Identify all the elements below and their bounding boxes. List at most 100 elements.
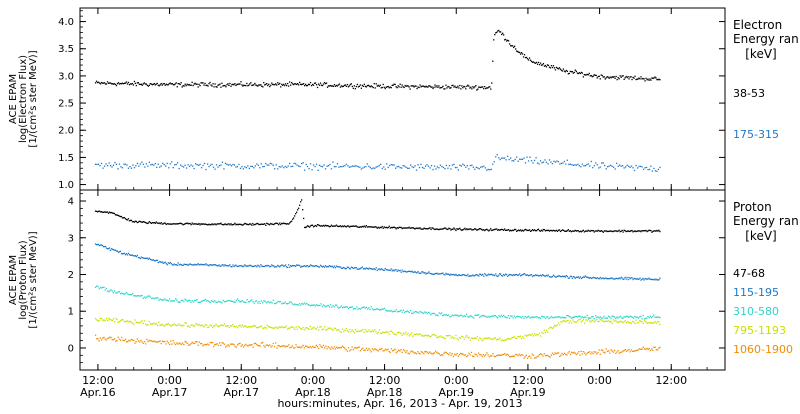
data-point xyxy=(655,316,657,318)
data-point xyxy=(395,352,397,354)
data-point xyxy=(486,228,488,230)
data-point xyxy=(629,230,631,232)
data-point xyxy=(584,230,586,232)
data-point xyxy=(208,300,210,303)
data-point xyxy=(297,304,300,306)
data-point xyxy=(265,302,267,304)
data-point xyxy=(279,82,281,85)
data-point xyxy=(659,166,661,169)
data-point xyxy=(351,346,353,348)
data-point xyxy=(420,86,422,88)
data-point xyxy=(340,267,343,269)
data-point xyxy=(501,33,503,36)
data-point xyxy=(572,275,574,278)
data-point xyxy=(336,163,339,165)
data-point xyxy=(387,331,389,333)
data-point xyxy=(426,335,428,337)
data-point xyxy=(235,264,237,266)
data-point xyxy=(501,157,503,159)
data-point xyxy=(505,316,507,318)
data-point xyxy=(323,225,326,227)
data-point xyxy=(501,316,504,318)
data-point xyxy=(506,273,508,276)
data-point xyxy=(579,276,581,278)
data-point xyxy=(94,163,97,165)
data-point xyxy=(156,166,158,168)
data-point xyxy=(200,263,202,265)
data-point xyxy=(408,167,410,169)
data-point xyxy=(338,307,340,309)
data-point xyxy=(157,297,159,299)
data-point xyxy=(154,323,156,325)
data-point xyxy=(422,271,424,273)
data-point xyxy=(287,165,289,167)
data-point xyxy=(141,341,143,343)
data-point xyxy=(373,226,375,228)
data-point xyxy=(511,315,513,317)
data-point xyxy=(159,261,161,263)
data-point xyxy=(644,167,646,169)
data-point xyxy=(133,323,135,325)
data-point xyxy=(603,321,605,323)
data-point xyxy=(129,83,132,85)
data-point xyxy=(209,301,211,303)
data-point xyxy=(141,257,143,259)
data-point xyxy=(456,166,458,169)
data-point xyxy=(97,285,99,288)
data-point xyxy=(421,166,424,169)
proton-legend-entry: 115-195 xyxy=(733,286,779,299)
data-point xyxy=(475,353,477,356)
data-point xyxy=(301,302,303,305)
data-point xyxy=(376,227,378,229)
data-point xyxy=(356,330,358,333)
data-point xyxy=(606,320,609,322)
data-point xyxy=(96,243,99,246)
data-point xyxy=(624,316,626,318)
data-point xyxy=(590,277,592,280)
data-point xyxy=(330,303,332,306)
data-point xyxy=(498,338,500,341)
data-point xyxy=(610,164,612,166)
data-point xyxy=(614,168,616,170)
data-point xyxy=(308,304,310,306)
data-point xyxy=(242,85,244,87)
data-point xyxy=(525,316,527,319)
data-point xyxy=(264,265,266,268)
data-point xyxy=(217,166,219,168)
data-point xyxy=(329,85,332,87)
data-point xyxy=(147,324,149,326)
data-point xyxy=(366,163,368,165)
data-point xyxy=(165,299,167,301)
data-point xyxy=(536,274,539,276)
data-point xyxy=(431,353,433,355)
data-point xyxy=(430,228,432,231)
data-point xyxy=(451,353,453,355)
data-point xyxy=(322,304,325,306)
data-point xyxy=(462,229,464,231)
data-point xyxy=(311,83,314,86)
data-point xyxy=(627,321,629,323)
data-point xyxy=(556,316,558,318)
data-point xyxy=(363,331,365,333)
data-point xyxy=(536,333,538,336)
data-point xyxy=(350,306,352,309)
data-point xyxy=(287,328,289,330)
data-point xyxy=(351,329,353,331)
data-point xyxy=(608,315,610,317)
data-point xyxy=(592,75,594,77)
data-point xyxy=(288,327,290,329)
data-point xyxy=(419,353,421,355)
data-point xyxy=(454,228,456,230)
data-point xyxy=(553,275,556,277)
data-point xyxy=(126,83,129,85)
data-point xyxy=(372,268,374,270)
data-point xyxy=(103,336,105,339)
data-point xyxy=(189,299,191,302)
data-point xyxy=(357,308,359,310)
data-point xyxy=(337,306,339,308)
data-point xyxy=(506,40,508,42)
data-point xyxy=(532,354,535,356)
data-point xyxy=(506,317,508,319)
data-point xyxy=(534,357,536,359)
data-point xyxy=(468,337,470,339)
